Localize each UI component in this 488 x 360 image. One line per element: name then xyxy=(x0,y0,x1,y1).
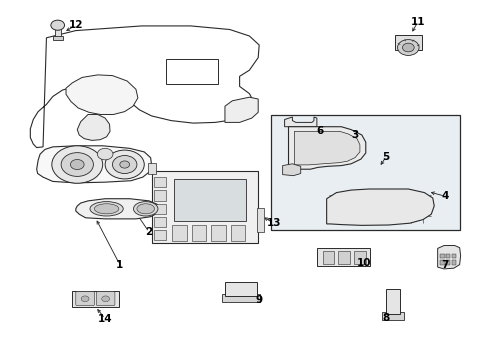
Bar xyxy=(382,312,403,320)
Bar xyxy=(154,190,166,201)
Text: 6: 6 xyxy=(316,126,323,136)
Circle shape xyxy=(51,20,64,30)
Ellipse shape xyxy=(90,202,123,216)
Bar xyxy=(451,260,455,265)
Bar xyxy=(230,225,245,241)
Bar xyxy=(439,254,444,258)
Polygon shape xyxy=(37,146,151,183)
Bar xyxy=(154,204,166,214)
Circle shape xyxy=(52,146,102,183)
Circle shape xyxy=(61,153,93,176)
Circle shape xyxy=(397,40,418,55)
Bar xyxy=(191,225,206,241)
Bar xyxy=(154,177,166,187)
Circle shape xyxy=(97,148,113,160)
Text: 8: 8 xyxy=(382,312,389,323)
Circle shape xyxy=(70,159,84,170)
Bar xyxy=(221,294,259,302)
Bar xyxy=(55,25,61,38)
Ellipse shape xyxy=(94,204,119,214)
Polygon shape xyxy=(224,97,258,122)
Polygon shape xyxy=(284,117,316,127)
Bar xyxy=(166,59,217,84)
Text: 12: 12 xyxy=(68,20,83,30)
Polygon shape xyxy=(288,127,365,169)
Bar xyxy=(316,248,369,266)
Bar xyxy=(439,260,444,265)
Polygon shape xyxy=(76,199,159,219)
Circle shape xyxy=(112,156,137,174)
Ellipse shape xyxy=(133,202,158,216)
Bar xyxy=(256,208,264,232)
Text: 10: 10 xyxy=(356,258,371,268)
Circle shape xyxy=(402,43,413,52)
Polygon shape xyxy=(326,189,433,225)
Bar xyxy=(271,115,459,230)
Bar xyxy=(151,171,258,243)
Text: 4: 4 xyxy=(440,191,448,201)
Bar xyxy=(353,251,365,264)
Polygon shape xyxy=(282,164,300,176)
Polygon shape xyxy=(437,246,460,269)
Circle shape xyxy=(120,161,129,168)
Ellipse shape xyxy=(137,204,154,214)
Polygon shape xyxy=(294,131,359,165)
Bar xyxy=(72,291,119,307)
Text: 5: 5 xyxy=(382,152,389,162)
Text: 14: 14 xyxy=(98,314,112,324)
Bar xyxy=(154,230,166,240)
Bar xyxy=(386,289,399,314)
Text: 2: 2 xyxy=(145,227,152,237)
Bar xyxy=(338,251,349,264)
Bar xyxy=(451,254,455,258)
Text: 9: 9 xyxy=(255,294,262,305)
Bar xyxy=(173,179,245,221)
Polygon shape xyxy=(30,26,259,148)
Text: 3: 3 xyxy=(350,130,357,140)
Bar xyxy=(147,163,156,174)
Polygon shape xyxy=(66,75,138,114)
Bar xyxy=(322,251,334,264)
Text: 7: 7 xyxy=(440,260,448,270)
Circle shape xyxy=(105,150,144,179)
Bar xyxy=(172,225,186,241)
Polygon shape xyxy=(77,114,110,140)
Text: 1: 1 xyxy=(116,260,123,270)
Bar xyxy=(224,282,256,296)
Circle shape xyxy=(102,296,109,302)
FancyBboxPatch shape xyxy=(96,292,115,306)
FancyBboxPatch shape xyxy=(76,292,94,306)
Bar xyxy=(154,217,166,227)
Text: 11: 11 xyxy=(410,17,425,27)
Circle shape xyxy=(81,296,89,302)
Bar xyxy=(445,260,449,265)
Text: 13: 13 xyxy=(266,218,281,228)
Bar xyxy=(53,36,62,40)
Bar xyxy=(211,225,225,241)
Bar xyxy=(394,35,421,50)
Bar xyxy=(445,254,449,258)
